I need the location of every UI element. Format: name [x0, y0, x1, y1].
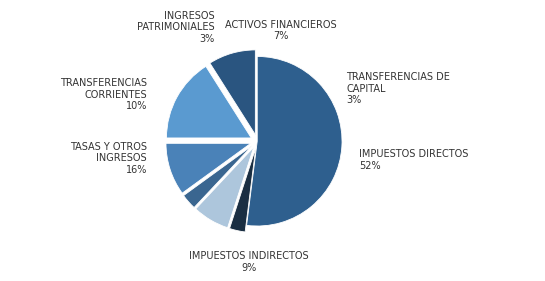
- Wedge shape: [166, 143, 251, 193]
- Text: TRANSFERENCIAS DE
CAPITAL
3%: TRANSFERENCIAS DE CAPITAL 3%: [346, 72, 450, 105]
- Text: INGRESOS
PATRIMONIALES
3%: INGRESOS PATRIMONIALES 3%: [137, 10, 215, 44]
- Wedge shape: [184, 146, 252, 208]
- Text: TASAS Y OTROS
INGRESOS
16%: TASAS Y OTROS INGRESOS 16%: [70, 142, 147, 175]
- Wedge shape: [210, 50, 256, 135]
- Text: TRANSFERENCIAS
CORRIENTES
10%: TRANSFERENCIAS CORRIENTES 10%: [60, 78, 147, 111]
- Text: IMPUESTOS INDIRECTOS
9%: IMPUESTOS INDIRECTOS 9%: [189, 251, 308, 273]
- Text: IMPUESTOS DIRECTOS
52%: IMPUESTOS DIRECTOS 52%: [359, 149, 468, 171]
- Wedge shape: [196, 147, 254, 228]
- Wedge shape: [229, 148, 256, 232]
- Wedge shape: [166, 66, 251, 138]
- Wedge shape: [246, 56, 342, 226]
- Text: ACTIVOS FINANCIEROS
7%: ACTIVOS FINANCIEROS 7%: [225, 20, 337, 41]
